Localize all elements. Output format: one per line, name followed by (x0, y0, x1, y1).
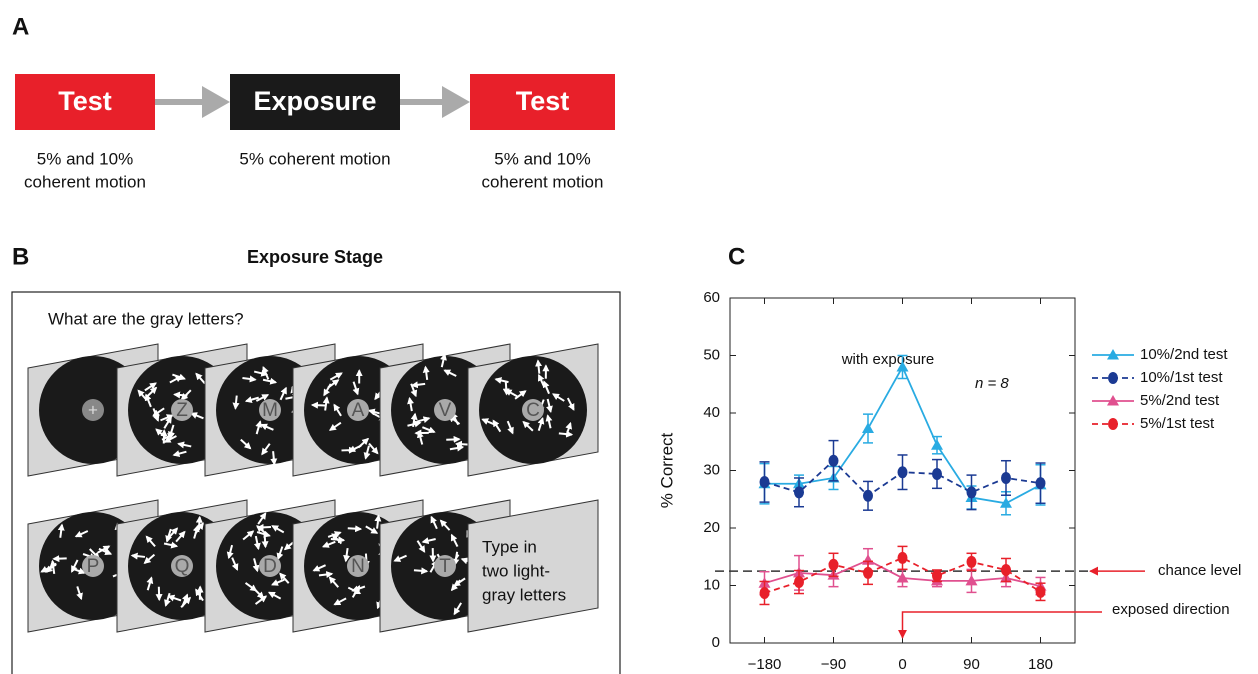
motion-arrow (538, 361, 539, 374)
point (760, 476, 770, 488)
point (898, 552, 908, 564)
legend-label: 10%/2nd test (1140, 346, 1228, 363)
letter: A (352, 400, 365, 421)
letter: T (439, 556, 451, 577)
letter: P (87, 556, 100, 577)
step-caption: coherent motion (482, 172, 604, 191)
y-tick-label: 60 (703, 289, 720, 306)
point (897, 572, 909, 583)
exposed-arrow (903, 612, 1103, 638)
y-tick-label: 40 (703, 404, 720, 421)
point (1108, 418, 1118, 430)
motion-arrow (312, 405, 325, 406)
x-tick-label: 180 (1028, 656, 1053, 673)
point (794, 576, 804, 588)
motion-arrow (174, 395, 187, 396)
point (931, 439, 943, 450)
y-tick-label: 20 (703, 519, 720, 536)
point (863, 567, 873, 579)
panel-label: B (12, 243, 29, 270)
motion-arrow (348, 528, 361, 529)
y-axis-label: % Correct (657, 432, 676, 508)
letter: C (526, 400, 540, 421)
step-caption: 5% coherent motion (239, 149, 390, 168)
figure: A B C Exposure Stage What are the gray l… (0, 0, 1258, 674)
step-label: Exposure (253, 86, 376, 116)
step-caption: 5% and 10% (494, 149, 590, 168)
step-caption: coherent motion (24, 172, 146, 191)
y-tick-label: 10 (703, 576, 720, 593)
exposed-label: exposed direction (1112, 601, 1230, 618)
motion-arrow (559, 433, 572, 434)
point (862, 423, 874, 434)
point (1036, 477, 1046, 489)
letter: N (351, 556, 365, 577)
x-tick-label: 0 (898, 656, 906, 673)
letter: D (263, 556, 277, 577)
step-label: Test (58, 86, 112, 116)
step-caption: 5% and 10% (37, 149, 133, 168)
point (932, 570, 942, 582)
point (863, 490, 873, 502)
point (898, 466, 908, 478)
legend-label: 5%/2nd test (1140, 392, 1220, 409)
instruction: Type in (482, 537, 537, 556)
letter: Z (176, 400, 188, 421)
motion-arrow (265, 534, 266, 547)
panel-label: C (728, 243, 745, 270)
motion-arrow (235, 396, 236, 409)
point (967, 486, 977, 498)
stage-title: Exposure Stage (247, 247, 383, 267)
letter: V (439, 400, 452, 421)
point (760, 587, 770, 599)
flow-arrow-head (442, 86, 470, 118)
point (1108, 372, 1118, 384)
point (1036, 586, 1046, 598)
letter: Q (175, 556, 190, 577)
x-tick-label: −90 (821, 656, 846, 673)
x-tick-label: −180 (748, 656, 782, 673)
panel-label: A (12, 13, 29, 40)
x-tick-label: 90 (963, 656, 980, 673)
point (1001, 472, 1011, 484)
y-tick-label: 30 (703, 461, 720, 478)
legend-label: 5%/1st test (1140, 415, 1215, 432)
motion-arrow (331, 539, 344, 540)
letter: + (88, 400, 98, 419)
y-tick-label: 50 (703, 346, 720, 363)
chance-label: chance level (1158, 562, 1241, 579)
point (967, 556, 977, 568)
point (829, 455, 839, 467)
step-label: Test (516, 86, 570, 116)
point (794, 486, 804, 498)
motion-arrow (273, 451, 274, 464)
point (829, 559, 839, 571)
annotation: n = 8 (975, 375, 1009, 392)
legend-label: 10%/1st test (1140, 369, 1223, 386)
instruction: gray letters (482, 585, 566, 604)
point (932, 468, 942, 480)
motion-arrow (132, 556, 145, 557)
flow-arrow-head (202, 86, 230, 118)
motion-arrow (414, 570, 427, 571)
motion-arrow (506, 381, 507, 394)
annotation: with exposure (841, 351, 935, 368)
letter: M (262, 400, 278, 421)
motion-arrow (456, 444, 469, 445)
point (1001, 564, 1011, 576)
stage-prompt: What are the gray letters? (48, 309, 244, 328)
instruction: two light- (482, 561, 550, 580)
y-tick-label: 0 (712, 634, 720, 651)
